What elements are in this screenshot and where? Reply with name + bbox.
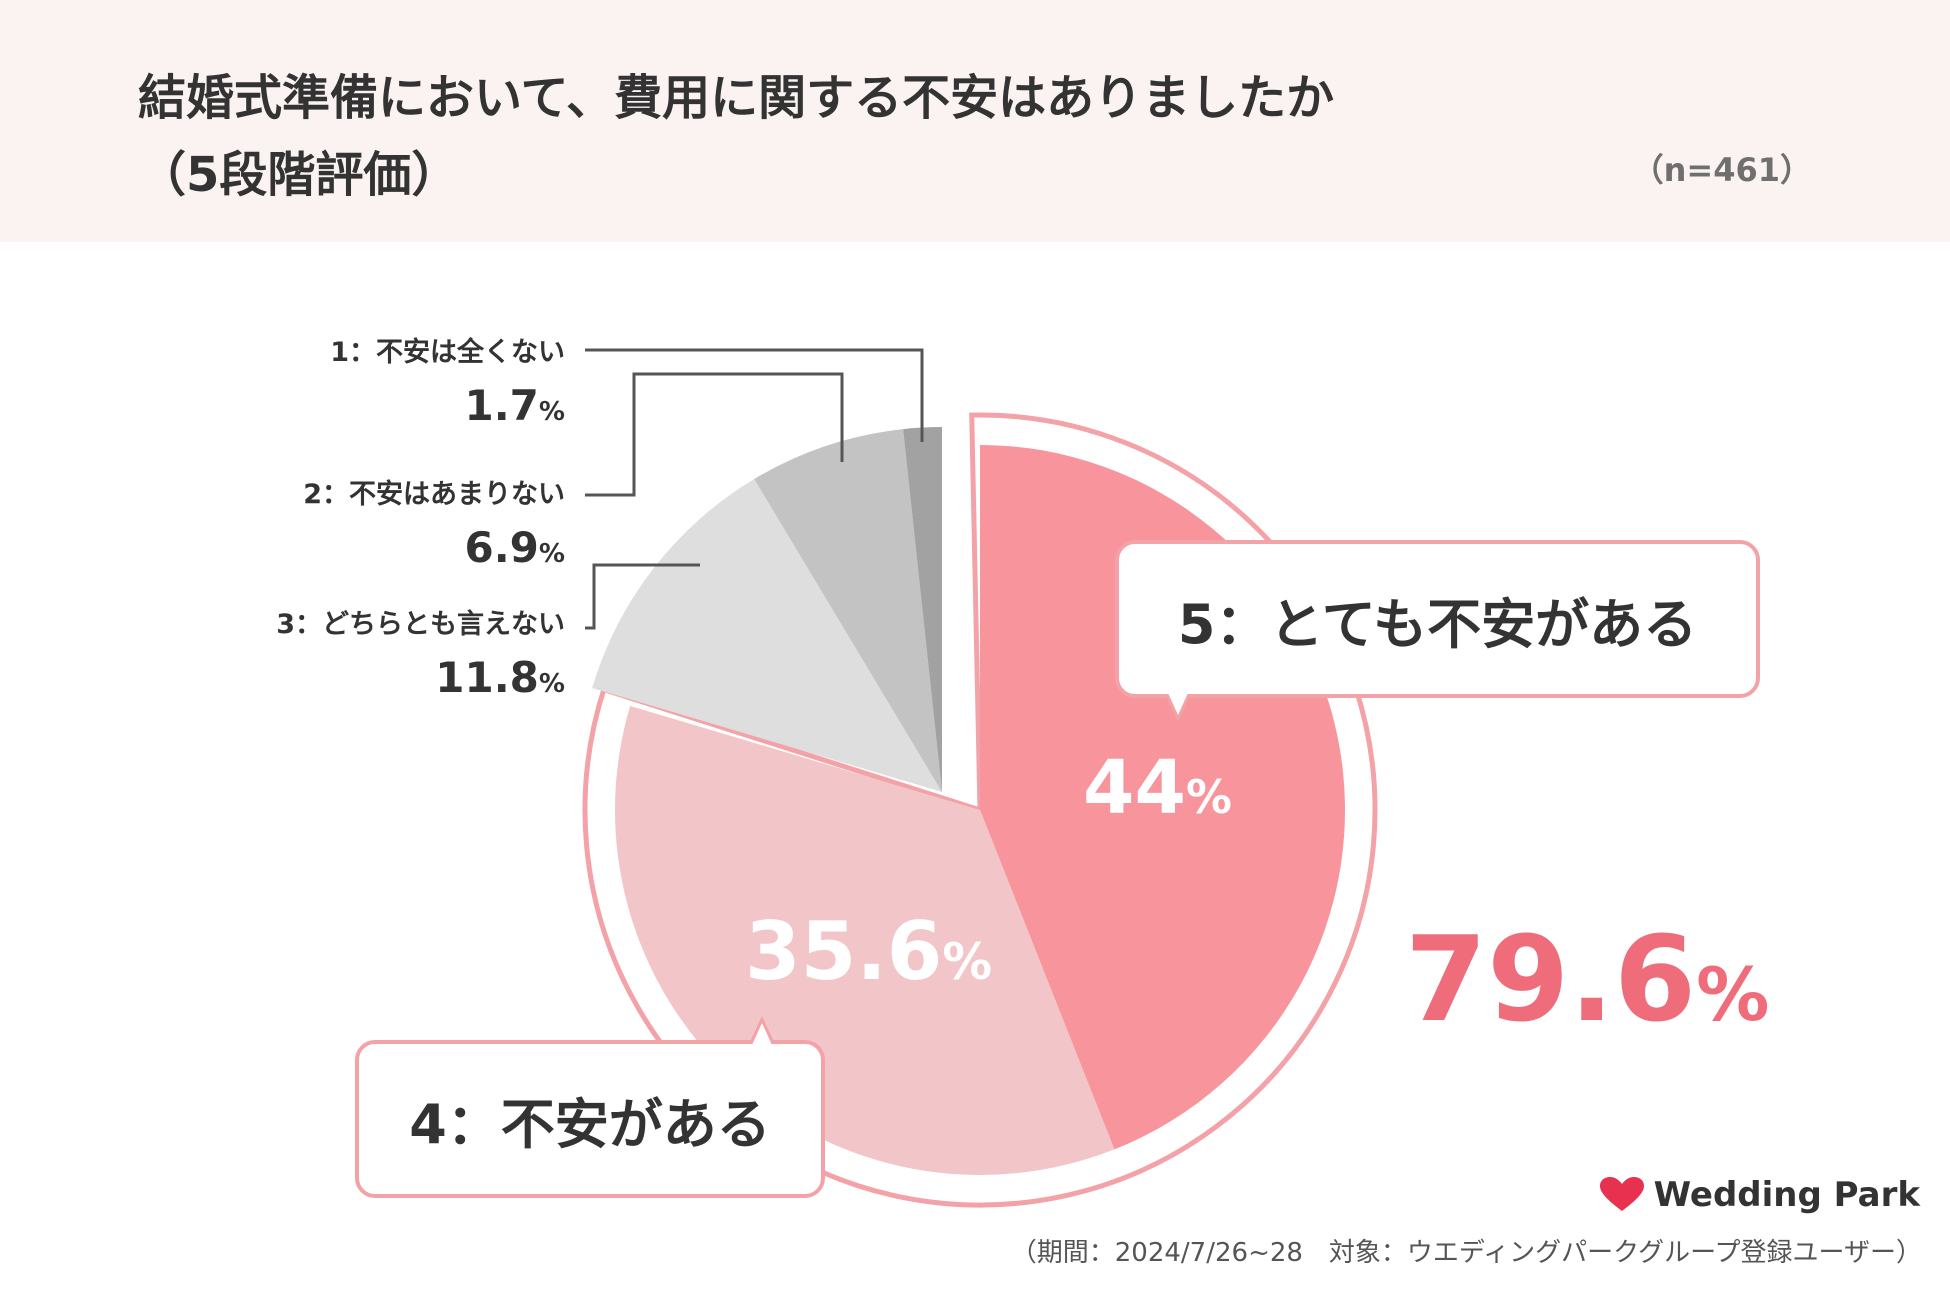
slice-label-2: 2：不安はあまりない 6.9% bbox=[303, 478, 565, 582]
slice-name-3: 3：どちらとも言えない bbox=[276, 609, 565, 640]
slice-name-2: 2：不安はあまりない bbox=[303, 479, 565, 510]
callout-label-5: 5：とても不安がある bbox=[1115, 540, 1760, 722]
leader-line-1 bbox=[585, 348, 924, 442]
heart-icon bbox=[1599, 1177, 1644, 1211]
callout-text-4: 4：不安がある bbox=[409, 1092, 771, 1156]
brand-name: Wedding Park bbox=[1653, 1175, 1920, 1215]
leader-line-3 bbox=[585, 563, 700, 630]
callout-text-5: 5：とても不安がある bbox=[1177, 592, 1698, 656]
pie-slice-2 bbox=[754, 429, 942, 792]
chart-title-line1: 結婚式準備において、費用に関する不安はありましたか bbox=[138, 70, 1335, 126]
chart-title-line2: （5段階評価） bbox=[138, 147, 460, 203]
leader-line-2 bbox=[585, 372, 844, 497]
slice-percent-3: 11.8% bbox=[435, 653, 565, 702]
pie-slice-1 bbox=[903, 427, 942, 792]
slice-name-1: 1：不安は全くない bbox=[330, 337, 565, 368]
header-band: 結婚式準備において、費用に関する不安はありましたか （5段階評価） （n=461… bbox=[0, 0, 1950, 242]
callout-label-4: 4：不安がある bbox=[355, 1016, 825, 1198]
slice-label-3: 3：どちらとも言えない 11.8% bbox=[276, 608, 565, 712]
combined-percent: 79.6% bbox=[1405, 910, 1770, 1048]
slice-percent-4: 35.6% bbox=[745, 905, 993, 998]
slice-percent-5: 44% bbox=[1083, 745, 1232, 831]
slice-label-1: 1：不安は全くない 1.7% bbox=[330, 336, 565, 440]
slice-percent-1: 1.7% bbox=[464, 381, 566, 430]
pie-slice-3 bbox=[592, 479, 942, 792]
survey-footnote: （期間：2024/7/26~28 対象：ウエディングパークグループ登録ユーザー） bbox=[1010, 1238, 1922, 1268]
sample-size: （n=461） bbox=[1631, 151, 1812, 189]
wedding-park-logo: Wedding Park bbox=[1599, 1175, 1920, 1215]
slice-percent-2: 6.9% bbox=[464, 523, 566, 572]
